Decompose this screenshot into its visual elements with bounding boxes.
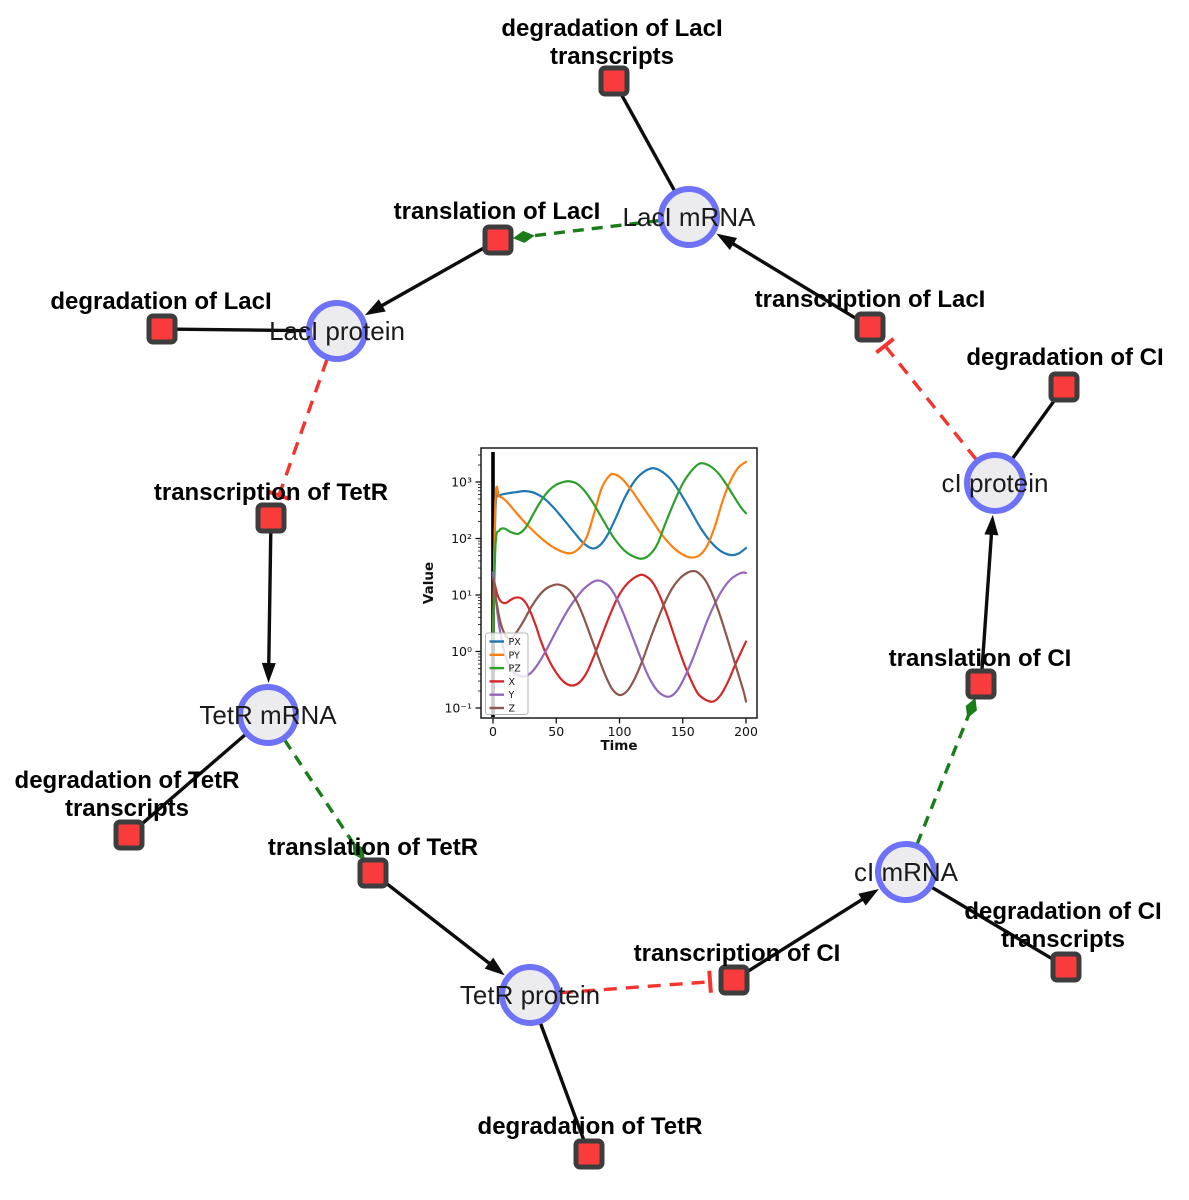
reaction-node-tl-ci[interactable] <box>965 668 997 700</box>
reaction-node-tr-tetr[interactable] <box>255 502 287 534</box>
edge-tl-laci-laci-protein <box>376 245 486 310</box>
edge-laci-protein-tr-tetr <box>277 358 329 496</box>
species-node-tetr-protein[interactable] <box>499 964 561 1026</box>
legend-label-Y: Y <box>508 690 515 701</box>
species-node-ci-protein[interactable] <box>964 452 1026 514</box>
edges-layer <box>139 93 1057 1141</box>
y-tick-label: 10⁰ <box>451 644 472 659</box>
tee-arrowhead-tr-ci <box>707 970 713 993</box>
species-label-tetr-protein: TetR protein <box>460 980 600 1010</box>
labels-layer: degradation of LacI transcripts translatio… <box>15 15 1164 1140</box>
legend-label-Z: Z <box>509 704 516 715</box>
arrowhead-laci-protein <box>364 299 386 316</box>
edge-ci-protein-tr-laci <box>883 344 978 461</box>
series-Y <box>491 571 748 698</box>
reaction-node-deg-tetr[interactable] <box>573 1138 605 1170</box>
reaction-node-deg-ci[interactable] <box>1048 371 1080 403</box>
arrowhead-tetr-protein <box>484 957 505 976</box>
legend-label-PY: PY <box>509 650 521 661</box>
species-label-ci-protein: cI protein <box>942 468 1049 498</box>
diamond-arrowhead-tl-tetr <box>352 842 365 861</box>
reaction-node-tr-laci[interactable] <box>854 311 886 343</box>
arrowhead-tetr-mrna <box>261 662 276 684</box>
reaction-label-deg-laci-tx: degradation of LacI transcripts <box>501 15 722 70</box>
reaction-label-deg-ci: degradation of CI <box>966 344 1163 371</box>
time-series-plot: 10⁻¹ 10⁰ 10¹ 10² 10³ 0 50 100 150 200 PX PY PZ XYZ Ti… <box>421 447 758 754</box>
edge-tl-tetr-tetr-protein <box>383 880 495 969</box>
reaction-label-deg-tetr-tx: degradation of TetR transcripts <box>15 767 240 822</box>
legend-box <box>485 632 529 715</box>
y-tick-label: 10² <box>451 531 472 546</box>
x-tick-label: 50 <box>548 724 564 739</box>
y-tick-label: 10³ <box>451 475 472 490</box>
species-label-laci-protein: LacI protein <box>269 316 405 346</box>
x-tick-label: 150 <box>671 724 695 739</box>
reaction-label-tl-tetr: translation of TetR <box>268 834 478 861</box>
species-node-laci-mrna[interactable] <box>658 186 720 248</box>
legend-label-X: X <box>509 677 516 688</box>
plot-generated: 10⁻¹ 10⁰ 10¹ 10² 10³ 0 50 100 150 200 PX PY PZ XYZ <box>444 447 758 739</box>
species-label-ci-mrna: cI mRNA <box>854 857 959 887</box>
diamond-arrowhead-tl-laci <box>512 230 535 243</box>
reaction-node-deg-tetr-tx[interactable] <box>113 819 145 851</box>
tee-arrowhead-tr-laci <box>875 337 895 355</box>
reaction-node-tl-tetr[interactable] <box>357 857 389 889</box>
reaction-node-deg-laci-tx[interactable] <box>598 65 630 97</box>
series-X <box>491 573 748 703</box>
edge-ci-protein-deg-ci <box>1011 398 1057 460</box>
edge-tr-tetr-tetr-mrna <box>267 532 273 670</box>
diamond-arrowhead-tl-ci <box>965 697 977 719</box>
tee-arrowhead-tr-tetr <box>267 489 291 501</box>
reaction-label-tr-tetr: transcription of TetR <box>154 479 388 506</box>
reaction-label-tr-laci: transcription of LacI <box>755 286 986 313</box>
edge-ci-mrna-tl-ci <box>915 714 971 845</box>
edge-tr-ci-ci-mrna <box>745 895 868 974</box>
series-Z <box>491 569 748 703</box>
x-tick-label: 100 <box>608 724 632 739</box>
y-tick-label: 10⁻¹ <box>444 701 472 716</box>
edge-laci-mrna-deg-laci-tx <box>619 93 677 192</box>
reaction-label-deg-ci-tx: degradation of CI transcripts <box>964 898 1161 953</box>
reaction-label-deg-laci: degradation of LacI <box>50 288 271 315</box>
series-PY <box>491 460 748 643</box>
edge-tr-laci-laci-mrna <box>727 239 859 321</box>
edge-ci-mrna-deg-ci-tx <box>930 885 1054 961</box>
reaction-node-deg-ci-tx[interactable] <box>1050 951 1082 983</box>
x-tick-label: 200 <box>734 724 758 739</box>
edge-tetr-protein-tr-ci <box>559 980 711 995</box>
edge-tetr-protein-deg-tetr <box>538 1022 586 1141</box>
arrowhead-ci-mrna <box>858 889 879 906</box>
x-axis-label: Time <box>600 738 637 754</box>
nodes-layer <box>113 65 1082 1170</box>
legend-label-PZ: PZ <box>509 664 522 675</box>
y-tick-label: 10¹ <box>451 588 472 603</box>
reaction-node-tl-laci[interactable] <box>482 224 514 256</box>
reaction-node-tr-ci[interactable] <box>718 964 750 996</box>
edge-laci-mrna-tl-laci <box>530 218 660 238</box>
species-node-ci-mrna[interactable] <box>875 841 937 903</box>
edge-tetr-mrna-deg-tetr-tx <box>139 733 247 827</box>
edge-tetr-mrna-tl-tetr <box>283 739 357 847</box>
species-label-laci-mrna: LacI mRNA <box>623 202 757 232</box>
series-PZ <box>491 462 748 643</box>
arrowhead-laci-mrna <box>716 233 738 250</box>
species-node-tetr-mrna[interactable] <box>237 684 299 746</box>
reaction-label-tr-ci: transcription of CI <box>634 940 841 967</box>
reaction-label-tl-ci: translation of CI <box>889 645 1072 672</box>
edge-tl-ci-ci-protein <box>980 528 994 670</box>
species-label-tetr-mrna: TetR mRNA <box>199 700 337 730</box>
plot-frame <box>480 447 758 719</box>
edge-laci-protein-deg-laci <box>176 327 308 333</box>
reaction-label-tl-laci: translation of LacI <box>394 198 601 225</box>
reaction-label-deg-tetr: degradation of TetR <box>478 1113 703 1140</box>
series-curves <box>491 460 748 703</box>
y-axis-label: Value <box>421 562 437 604</box>
species-node-laci-protein[interactable] <box>306 300 368 362</box>
x-tick-label: 0 <box>489 724 497 739</box>
arrowhead-ci-protein <box>984 514 999 536</box>
reaction-node-deg-laci[interactable] <box>146 313 178 345</box>
legend-label-PX: PX <box>509 637 522 648</box>
